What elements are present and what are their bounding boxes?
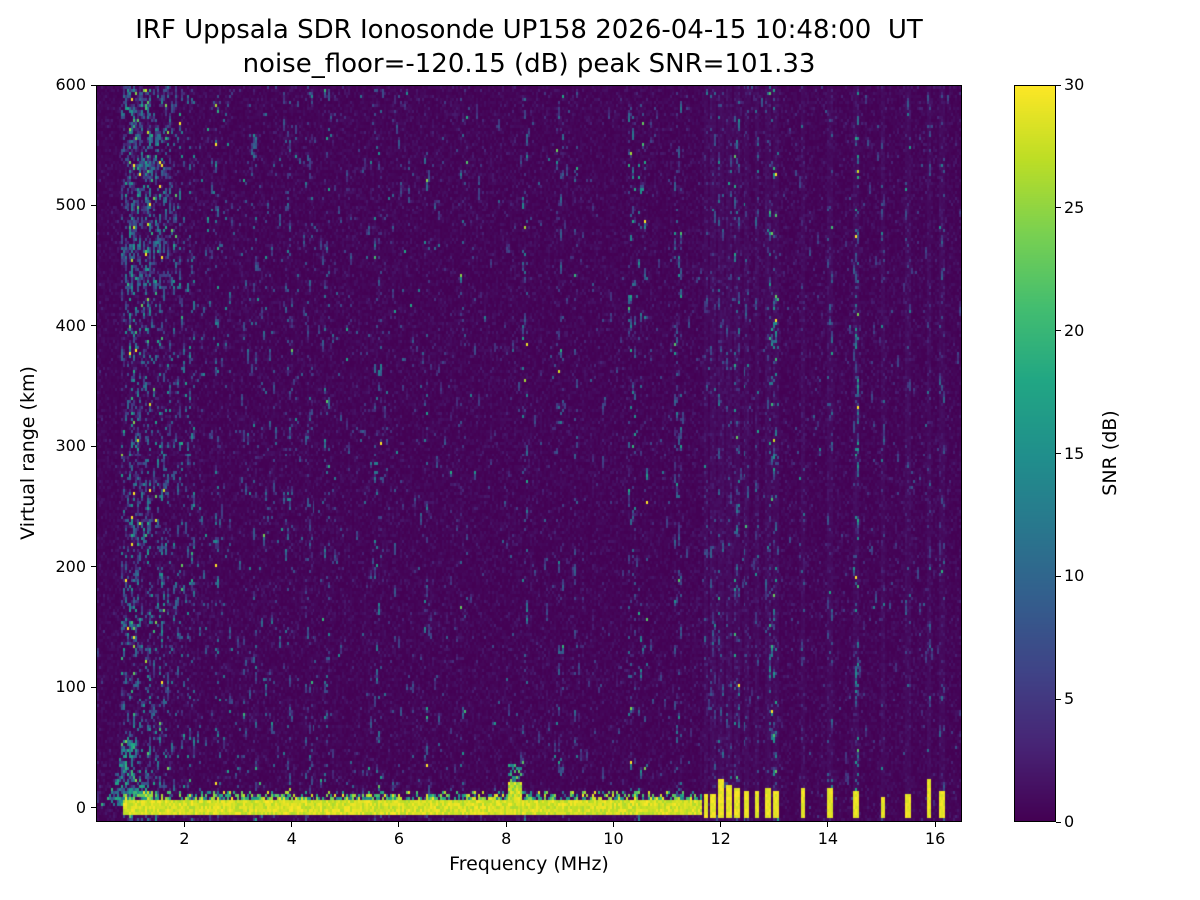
colorbar-frame xyxy=(1014,85,1056,822)
x-tick-mark xyxy=(612,822,614,827)
y-tick-label: 200 xyxy=(55,556,86,576)
x-tick-label: 8 xyxy=(501,829,512,848)
x-tick-label: 10 xyxy=(603,829,624,848)
colorbar-tick-mark xyxy=(1056,207,1061,209)
colorbar-tick-label: 10 xyxy=(1064,566,1085,586)
colorbar-tick-mark xyxy=(1056,821,1061,823)
y-tick-mark xyxy=(91,566,96,568)
x-tick-mark xyxy=(398,822,400,827)
x-tick-label: 2 xyxy=(179,829,190,848)
colorbar-tick-mark xyxy=(1056,698,1061,700)
x-tick-mark xyxy=(827,822,829,827)
y-tick-mark xyxy=(91,445,96,447)
y-tick-label: 0 xyxy=(75,797,86,817)
y-tick-mark xyxy=(91,325,96,327)
ionogram-canvas xyxy=(97,86,961,821)
colorbar-tick-mark xyxy=(1056,575,1061,577)
colorbar-canvas xyxy=(1015,86,1055,821)
colorbar-tick-label: 0 xyxy=(1064,812,1075,831)
y-axis-label: Virtual range (km) xyxy=(17,366,39,540)
colorbar-tick-label: 30 xyxy=(1064,75,1085,94)
y-tick-label: 100 xyxy=(55,677,86,697)
colorbar-tick-mark xyxy=(1056,453,1061,454)
x-tick-mark xyxy=(291,822,293,827)
colorbar-tick-mark xyxy=(1056,84,1061,86)
x-tick-mark xyxy=(720,822,722,827)
x-tick-mark xyxy=(183,822,185,827)
colorbar-tick-label: 20 xyxy=(1064,320,1085,340)
y-tick-mark xyxy=(91,204,96,206)
x-tick-mark xyxy=(934,822,936,827)
plot-frame xyxy=(96,85,962,822)
colorbar-tick-mark xyxy=(1056,330,1061,332)
y-tick-mark xyxy=(91,84,96,86)
y-tick-label: 300 xyxy=(55,436,86,456)
colorbar-tick-label: 15 xyxy=(1064,443,1085,463)
x-tick-label: 6 xyxy=(393,829,405,848)
y-tick-mark xyxy=(91,686,96,688)
y-tick-label: 400 xyxy=(55,315,86,335)
chart-subtitle: noise_floor=-120.15 (dB) peak SNR=101.33 xyxy=(242,49,816,79)
x-tick-mark xyxy=(505,822,507,827)
y-tick-label: 600 xyxy=(55,75,86,94)
x-tick-label: 12 xyxy=(710,829,731,848)
x-tick-label: 14 xyxy=(817,829,839,848)
colorbar-tick-label: 5 xyxy=(1064,689,1075,709)
colorbar-tick-label: 25 xyxy=(1064,197,1085,217)
x-tick-label: 16 xyxy=(925,829,946,848)
x-axis-label: Frequency (MHz) xyxy=(449,853,609,875)
y-tick-mark xyxy=(91,807,96,809)
x-tick-label: 4 xyxy=(286,829,297,848)
y-tick-label: 500 xyxy=(55,195,86,215)
chart-title: IRF Uppsala SDR Ionosonde UP158 2026-04-… xyxy=(135,15,923,45)
